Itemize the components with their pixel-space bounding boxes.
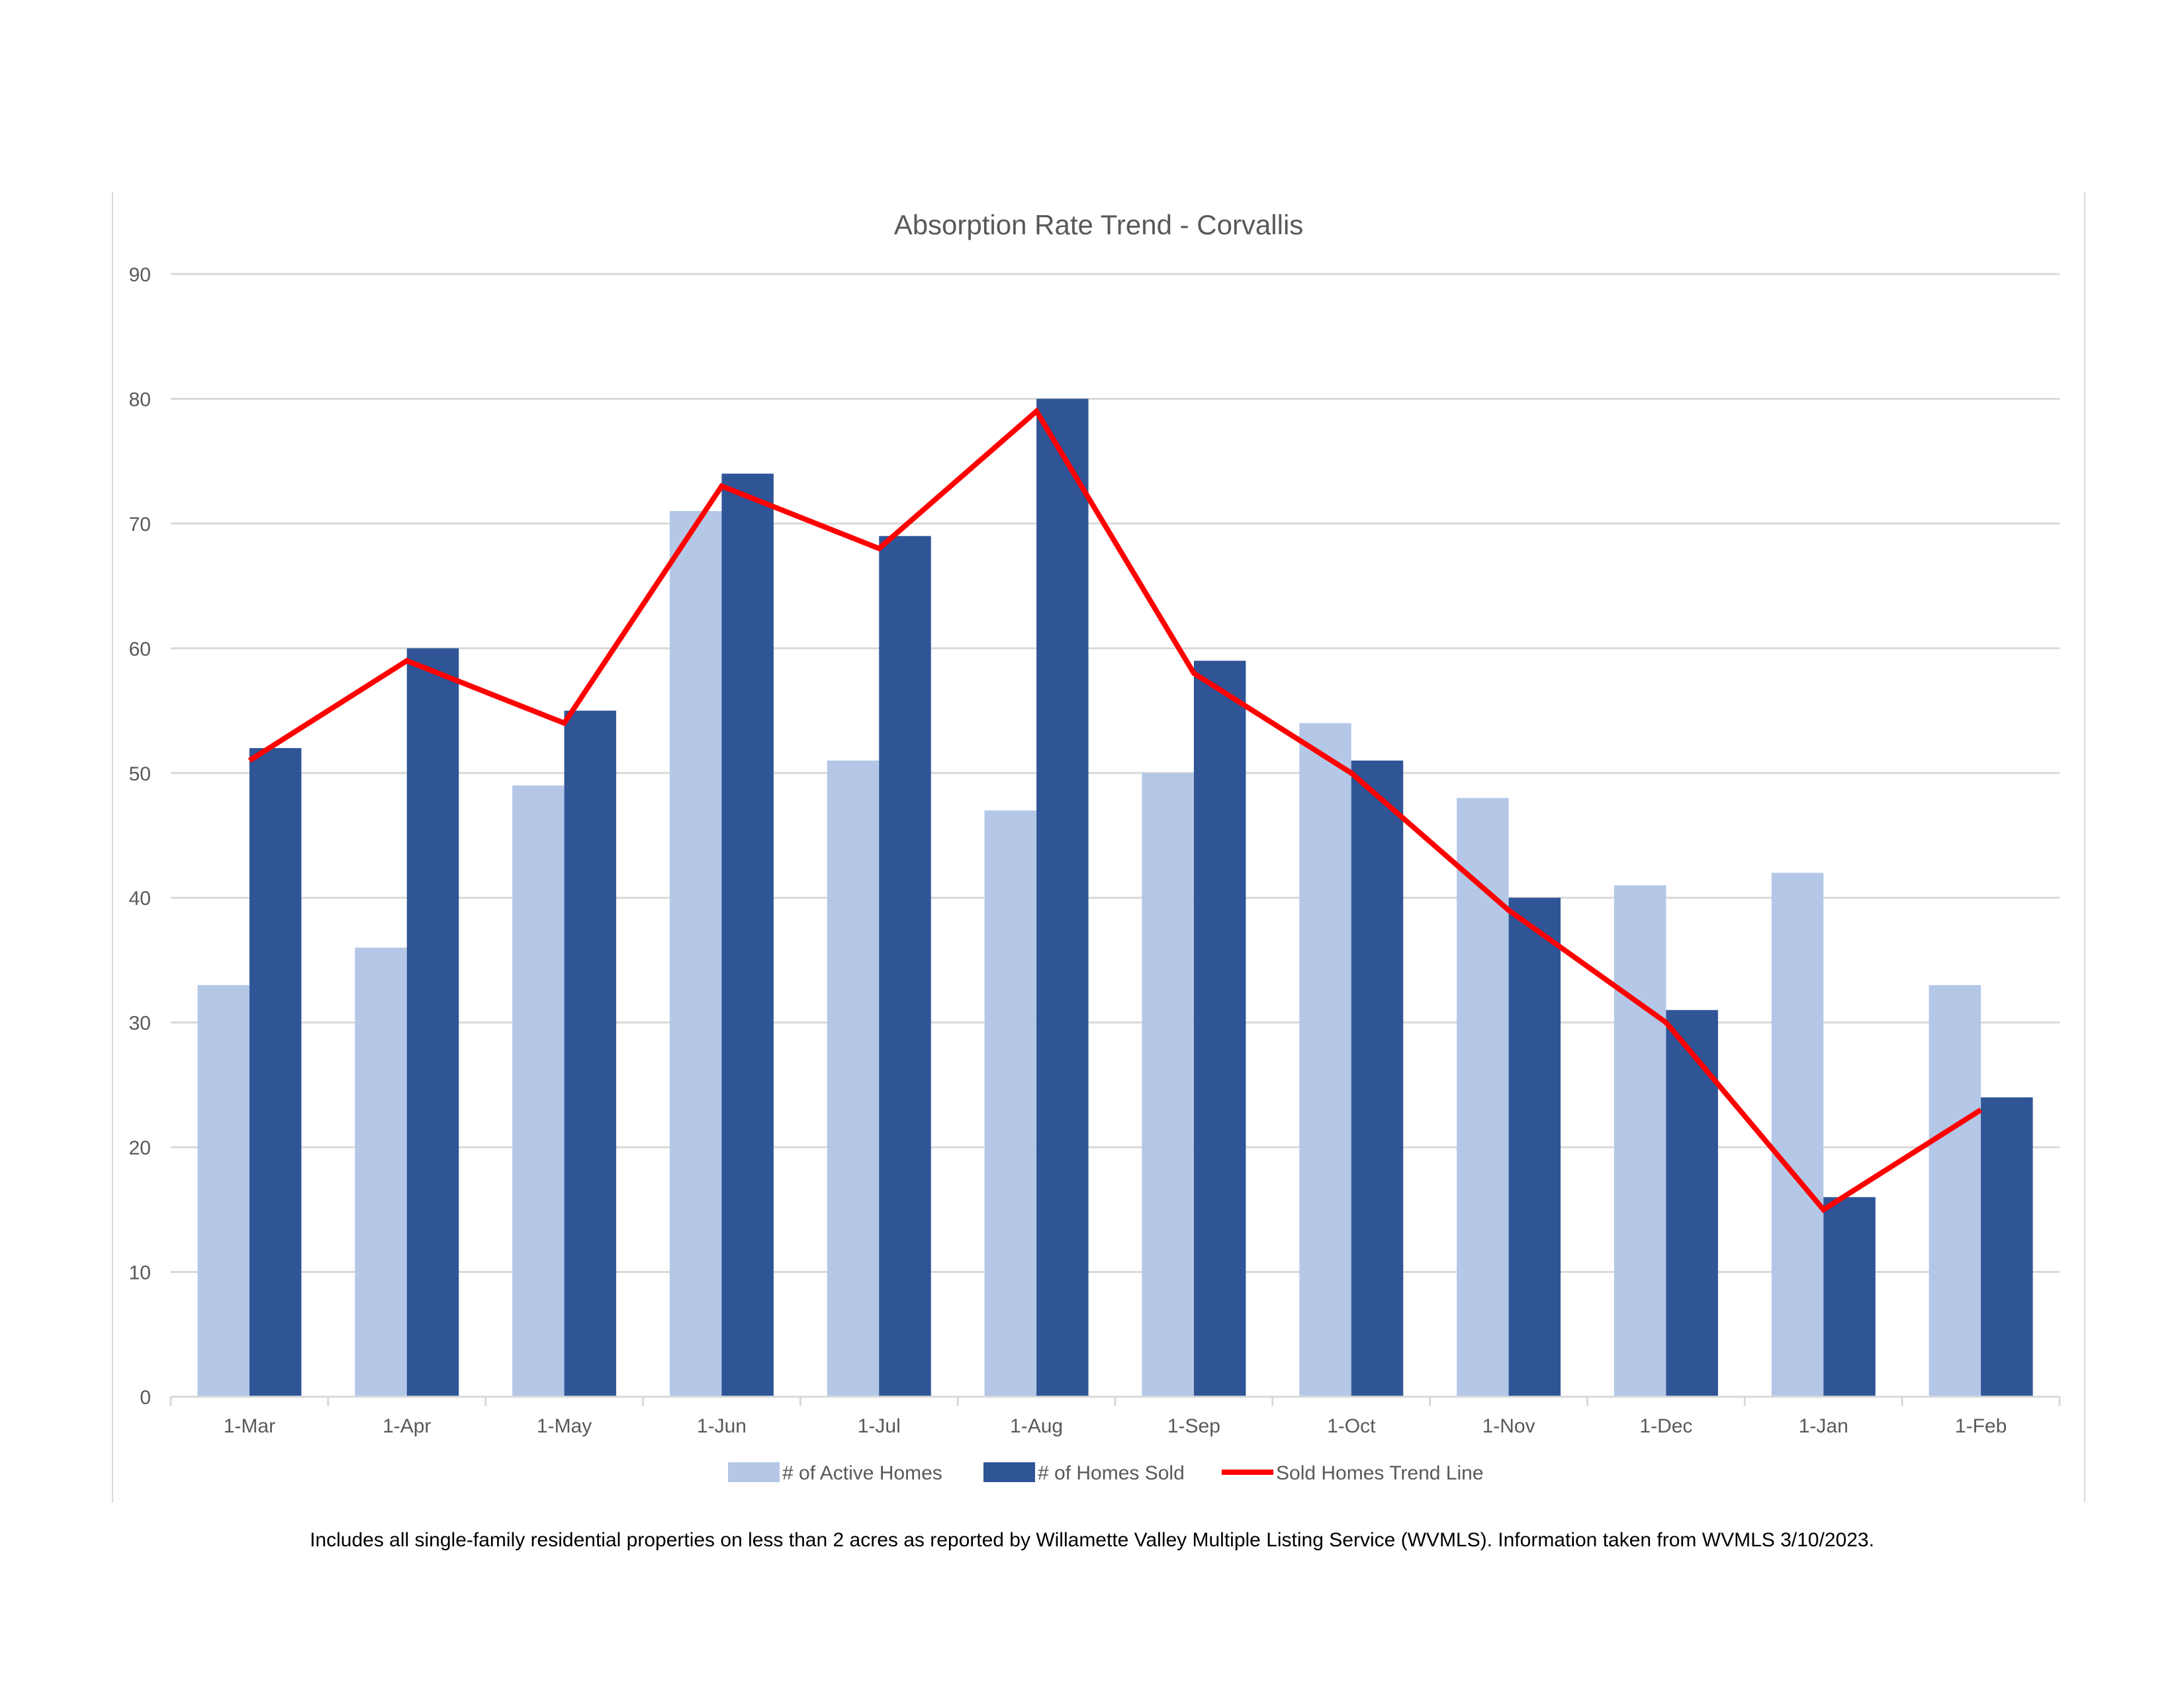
x-tick-label: 1-May <box>537 1415 592 1437</box>
legend-label: # of Active Homes <box>782 1462 942 1484</box>
bar-active-homes <box>355 947 407 1397</box>
x-tick-label: 1-Jun <box>697 1415 747 1437</box>
bar-homes-sold <box>1351 760 1404 1397</box>
x-tick-label: 1-Nov <box>1482 1415 1535 1437</box>
legend-label: # of Homes Sold <box>1038 1462 1185 1484</box>
bars <box>197 399 2033 1397</box>
x-tick-label: 1-Jan <box>1799 1415 1848 1437</box>
chart-title: Absorption Rate Trend - Corvallis <box>894 209 1304 240</box>
legend-label: Sold Homes Trend Line <box>1276 1462 1484 1484</box>
bar-homes-sold <box>1508 898 1561 1397</box>
bar-active-homes <box>669 511 722 1397</box>
bar-homes-sold <box>1036 399 1089 1397</box>
x-tick-label: 1-Mar <box>224 1415 275 1437</box>
bar-active-homes <box>1614 885 1666 1397</box>
y-tick-label: 50 <box>129 763 151 785</box>
x-tick-label: 1-Dec <box>1639 1415 1692 1437</box>
bar-homes-sold <box>1193 661 1246 1397</box>
bar-active-homes <box>512 785 565 1397</box>
x-tick-label: 1-Jul <box>858 1415 901 1437</box>
x-tick-label: 1-Sep <box>1167 1415 1220 1437</box>
x-axis <box>169 1395 2061 1406</box>
x-tick-label: 1-Oct <box>1327 1415 1376 1437</box>
legend-swatch <box>728 1462 780 1482</box>
gridlines <box>171 273 2060 1274</box>
bar-active-homes <box>1142 773 1194 1397</box>
bar-active-homes <box>197 985 250 1397</box>
y-tick-label: 60 <box>129 638 151 660</box>
sold-homes-trend-line <box>248 407 1983 1213</box>
trend-line <box>248 407 1983 1213</box>
y-tick-label: 90 <box>129 264 151 286</box>
y-tick-label: 10 <box>129 1262 151 1284</box>
x-axis-tick-labels: 1-Mar 1-Apr 1-May 1-Jun 1-Jul 1-Aug 1-Sep 1-Oct… <box>224 1415 2007 1437</box>
bar-homes-sold <box>1981 1097 2033 1397</box>
bar-homes-sold <box>1823 1197 1876 1397</box>
bar-active-homes <box>827 760 880 1397</box>
bar-active-homes <box>1457 798 1509 1397</box>
y-axis-tick-labels: 0 10 20 30 40 50 60 70 80 90 <box>129 264 151 1409</box>
bar-active-homes <box>1771 872 1824 1397</box>
y-tick-label: 0 <box>140 1387 151 1409</box>
y-tick-label: 30 <box>129 1013 151 1035</box>
bar-homes-sold <box>406 648 459 1397</box>
bar-active-homes <box>1929 985 1981 1397</box>
x-tick-label: 1-Feb <box>1955 1415 2007 1437</box>
bar-active-homes <box>1299 723 1351 1397</box>
bar-homes-sold <box>721 473 774 1397</box>
bar-homes-sold <box>249 748 302 1397</box>
y-tick-label: 20 <box>129 1137 151 1159</box>
footnote: Includes all single-family residential p… <box>310 1529 1874 1551</box>
legend: # of Active Homes # of Homes Sold Sold Hom… <box>728 1462 1484 1484</box>
y-tick-label: 70 <box>129 514 151 536</box>
bar-homes-sold <box>564 710 617 1397</box>
x-tick-label: 1-Apr <box>383 1415 431 1437</box>
legend-swatch <box>983 1462 1035 1482</box>
bar-homes-sold <box>1666 1009 1718 1397</box>
bar-active-homes <box>984 810 1037 1397</box>
x-tick-label: 1-Aug <box>1010 1415 1063 1437</box>
y-tick-label: 80 <box>129 389 151 410</box>
y-tick-label: 40 <box>129 888 151 910</box>
bar-homes-sold <box>879 536 931 1397</box>
